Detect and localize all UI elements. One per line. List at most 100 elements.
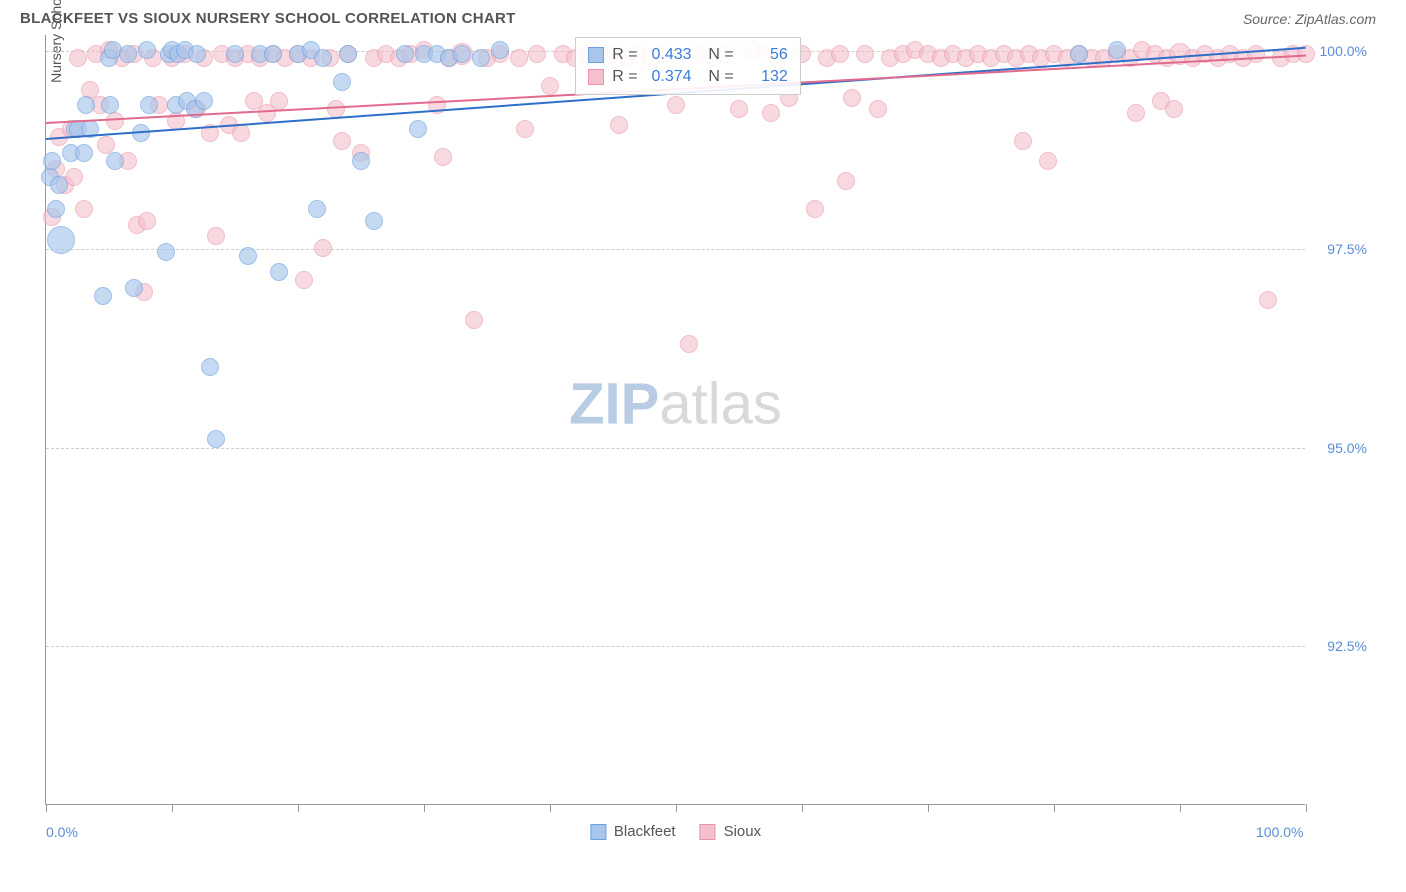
stats-box: R =0.433 N =56R =0.374 N =132	[575, 37, 801, 95]
scatter-point-sioux	[106, 112, 124, 130]
scatter-point-blackfeet	[1070, 45, 1088, 63]
scatter-point-blackfeet	[239, 247, 257, 265]
scatter-point-sioux	[610, 116, 628, 134]
x-tick	[1306, 804, 1307, 812]
scatter-point-sioux	[837, 172, 855, 190]
scatter-point-blackfeet	[270, 263, 288, 281]
x-tick	[172, 804, 173, 812]
y-tick-label: 97.5%	[1312, 241, 1367, 257]
scatter-point-sioux	[270, 92, 288, 110]
scatter-point-blackfeet	[125, 279, 143, 297]
scatter-point-sioux	[75, 200, 93, 218]
gridline	[46, 646, 1305, 647]
gridline	[46, 448, 1305, 449]
chart-title: BLACKFEET VS SIOUX NURSERY SCHOOL CORREL…	[20, 10, 516, 27]
scatter-point-blackfeet	[77, 96, 95, 114]
scatter-point-sioux	[333, 132, 351, 150]
scatter-point-sioux	[869, 100, 887, 118]
scatter-point-blackfeet	[491, 41, 509, 59]
scatter-point-sioux	[667, 96, 685, 114]
scatter-point-blackfeet	[157, 243, 175, 261]
legend-label: Sioux	[724, 823, 762, 840]
scatter-point-sioux	[1127, 104, 1145, 122]
x-tick	[550, 804, 551, 812]
scatter-point-sioux	[69, 49, 87, 67]
plot-area: ZIPatlas 92.5%95.0%97.5%100.0%0.0%100.0%…	[45, 35, 1305, 805]
scatter-point-blackfeet	[75, 144, 93, 162]
stats-swatch	[588, 47, 604, 63]
gridline	[46, 249, 1305, 250]
stats-row-blackfeet: R =0.433 N =56	[588, 44, 788, 66]
scatter-point-blackfeet	[188, 45, 206, 63]
x-tick	[676, 804, 677, 812]
legend-swatch	[700, 824, 716, 840]
legend: Blackfeet Sioux	[590, 823, 761, 840]
scatter-point-blackfeet	[264, 45, 282, 63]
scatter-point-sioux	[510, 49, 528, 67]
source-attribution: Source: ZipAtlas.com	[1243, 11, 1376, 27]
y-tick-label: 92.5%	[1312, 638, 1367, 654]
scatter-point-sioux	[806, 200, 824, 218]
scatter-point-blackfeet	[409, 120, 427, 138]
scatter-point-blackfeet	[47, 200, 65, 218]
scatter-point-sioux	[831, 45, 849, 63]
stat-r-value: 0.374	[646, 68, 692, 86]
stat-n-value: 132	[742, 68, 788, 86]
scatter-point-sioux	[528, 45, 546, 63]
x-tick	[1054, 804, 1055, 812]
scatter-point-blackfeet	[101, 96, 119, 114]
x-tick	[802, 804, 803, 812]
scatter-point-blackfeet	[138, 41, 156, 59]
x-tick	[928, 804, 929, 812]
scatter-point-blackfeet	[50, 176, 68, 194]
stats-swatch	[588, 69, 604, 85]
scatter-point-blackfeet	[195, 92, 213, 110]
scatter-point-sioux	[541, 77, 559, 95]
x-tick	[298, 804, 299, 812]
scatter-point-sioux	[465, 311, 483, 329]
scatter-point-blackfeet	[43, 152, 61, 170]
stat-r-value: 0.433	[646, 46, 692, 64]
scatter-point-blackfeet	[140, 96, 158, 114]
legend-item-sioux: Sioux	[700, 823, 762, 840]
chart-header: BLACKFEET VS SIOUX NURSERY SCHOOL CORREL…	[0, 0, 1406, 35]
scatter-point-sioux	[516, 120, 534, 138]
scatter-point-blackfeet	[314, 49, 332, 67]
scatter-point-sioux	[232, 124, 250, 142]
stats-row-sioux: R =0.374 N =132	[588, 66, 788, 88]
scatter-point-blackfeet	[453, 45, 471, 63]
y-tick-label: 95.0%	[1312, 440, 1367, 456]
watermark: ZIPatlas	[569, 371, 782, 438]
scatter-point-blackfeet	[106, 152, 124, 170]
legend-swatch	[590, 824, 606, 840]
scatter-point-sioux	[1014, 132, 1032, 150]
x-tick-label: 0.0%	[46, 824, 78, 840]
y-tick-label: 100.0%	[1312, 43, 1367, 59]
scatter-point-sioux	[138, 212, 156, 230]
scatter-point-sioux	[843, 89, 861, 107]
legend-label: Blackfeet	[614, 823, 676, 840]
stat-n-value: 56	[742, 46, 788, 64]
scatter-point-sioux	[434, 148, 452, 166]
scatter-point-blackfeet	[365, 212, 383, 230]
scatter-point-blackfeet	[119, 45, 137, 63]
scatter-point-blackfeet	[339, 45, 357, 63]
x-tick-label: 100.0%	[1256, 824, 1303, 840]
scatter-point-sioux	[680, 335, 698, 353]
scatter-point-blackfeet	[226, 45, 244, 63]
scatter-point-sioux	[1259, 291, 1277, 309]
scatter-point-blackfeet	[94, 287, 112, 305]
scatter-point-blackfeet	[308, 200, 326, 218]
scatter-point-blackfeet	[472, 49, 490, 67]
watermark-bold: ZIP	[569, 372, 659, 437]
x-tick	[46, 804, 47, 812]
x-tick	[424, 804, 425, 812]
scatter-point-blackfeet	[333, 73, 351, 91]
stat-r-label: R =	[612, 68, 637, 86]
scatter-point-sioux	[1165, 100, 1183, 118]
stat-n-label: N =	[700, 46, 734, 64]
legend-item-blackfeet: Blackfeet	[590, 823, 676, 840]
scatter-point-sioux	[314, 239, 332, 257]
scatter-point-sioux	[1247, 45, 1265, 63]
scatter-point-sioux	[730, 100, 748, 118]
